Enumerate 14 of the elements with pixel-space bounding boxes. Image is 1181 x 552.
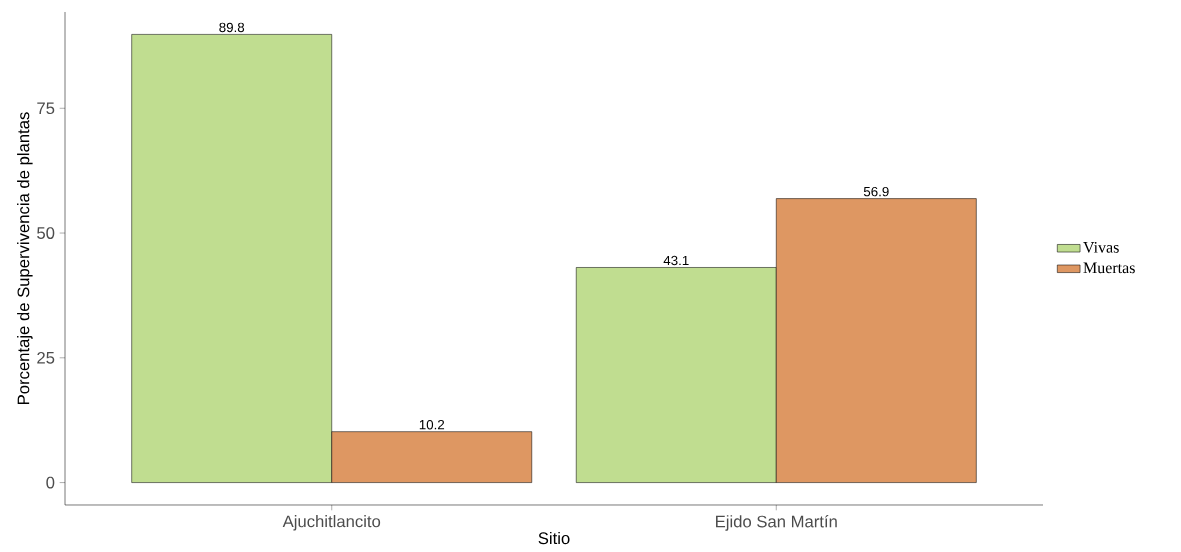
x-axis-title: Sitio xyxy=(538,531,570,545)
y-tick-label: 75 xyxy=(37,102,55,115)
x-tick-label: Ejido San Martín xyxy=(716,515,837,531)
y-tick-label: 25 xyxy=(37,351,55,364)
y-tick-label: 50 xyxy=(37,227,55,239)
y-axis-title: Porcentaje de Supervivencia de plantas xyxy=(17,112,33,404)
data-label: 43.1 xyxy=(663,255,689,266)
legend-label: Vivas xyxy=(1083,241,1119,253)
data-label: 89.8 xyxy=(219,22,245,33)
data-label: 10.2 xyxy=(419,419,445,430)
y-tick-label: 0 xyxy=(46,476,55,489)
legend-label: Muertas xyxy=(1083,262,1135,274)
data-label: 56.9 xyxy=(863,186,889,197)
x-tick-label: Ajuchitlancito xyxy=(282,515,381,531)
